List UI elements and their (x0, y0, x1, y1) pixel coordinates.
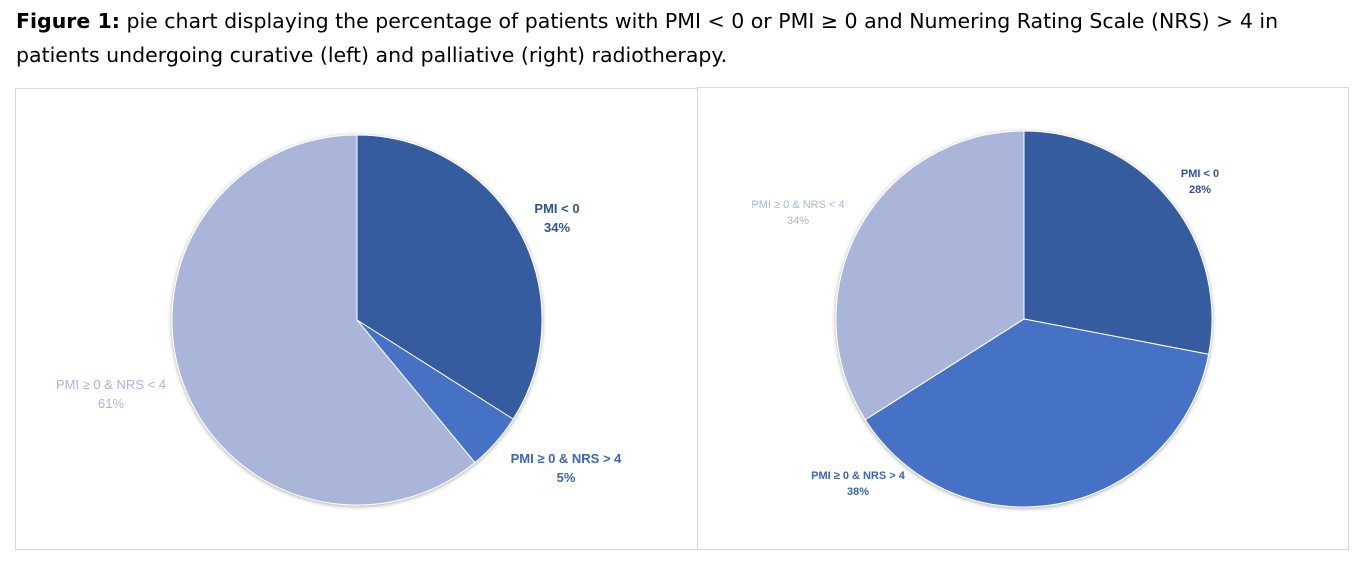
palliative-label-name-pmi-gte-0-and-nrs-lt-4: PMI ≥ 0 & NRS < 4 (751, 199, 844, 211)
curative-label-name-pmi-gte-0-and-nrs-lt-4: PMI ≥ 0 & NRS < 4 (56, 377, 166, 392)
palliative-chart-panel: PMI < 0 28% PMI ≥ 0 & NRS > 4 38% PMI ≥ 0 & … (697, 87, 1349, 550)
curative-label-value-pmi-gte-0-and-nrs-gt-4: 5% (557, 470, 576, 485)
palliative-label-pmi-lt-0: PMI < 0 28% (1181, 168, 1219, 196)
curative-slices (171, 134, 543, 506)
figure-caption-label: Figure 1: (16, 9, 120, 33)
palliative-label-value-pmi-lt-0: 28% (1189, 184, 1211, 196)
palliative-label-name-pmi-gte-0-and-nrs-gt-4: PMI ≥ 0 & NRS > 4 (811, 470, 906, 482)
figure-caption-text: pie chart displaying the percentage of p… (16, 9, 1279, 67)
palliative-pie-chart: PMI < 0 28%PMI ≥ 0 & NRS > 4 38%PMI ≥ 0 & … (751, 130, 1219, 508)
palliative-slices (835, 130, 1213, 508)
palliative-label-pmi-gte-0-and-nrs-gt-4: PMI ≥ 0 & NRS > 4 38% (811, 470, 906, 498)
palliative-label-pmi-gte-0-and-nrs-lt-4: PMI ≥ 0 & NRS < 4 34% (751, 199, 844, 227)
palliative-slice-pmi-gte-0-and-nrs-lt-4 (835, 130, 1025, 421)
curative-slice-pmi-lt-0 (356, 134, 543, 420)
palliative-label-value-pmi-gte-0-and-nrs-lt-4: 34% (787, 215, 809, 227)
curative-pie-chart: PMI < 0 34%PMI ≥ 0 & NRS > 4 5%PMI ≥ 0 & N… (56, 134, 623, 506)
curative-label-pmi-gte-0-and-nrs-lt-4: PMI ≥ 0 & NRS < 4 61% (56, 377, 166, 411)
figure-caption: Figure 1: pie chart displaying the perce… (16, 4, 1346, 72)
curative-label-pmi-gte-0-and-nrs-gt-4: PMI ≥ 0 & NRS > 4 5% (511, 451, 623, 485)
curative-label-value-pmi-lt-0: 34% (544, 220, 570, 235)
curative-chart-panel: PMI < 0 34% PMI ≥ 0 & NRS > 4 5% PMI ≥ 0 & N… (15, 88, 698, 550)
palliative-slice-pmi-lt-0 (1023, 130, 1213, 355)
curative-label-name-pmi-lt-0: PMI < 0 (534, 201, 579, 216)
curative-label-name-pmi-gte-0-and-nrs-gt-4: PMI ≥ 0 & NRS > 4 (511, 451, 623, 466)
curative-label-value-pmi-gte-0-and-nrs-lt-4: 61% (98, 396, 124, 411)
palliative-label-value-pmi-gte-0-and-nrs-gt-4: 38% (847, 486, 869, 498)
palliative-slice-pmi-gte-0-and-nrs-gt-4 (864, 318, 1210, 508)
curative-slice-pmi-gte-0-and-nrs-lt-4 (171, 134, 476, 506)
palliative-label-name-pmi-lt-0: PMI < 0 (1181, 168, 1219, 180)
curative-label-pmi-lt-0: PMI < 0 34% (534, 201, 579, 235)
